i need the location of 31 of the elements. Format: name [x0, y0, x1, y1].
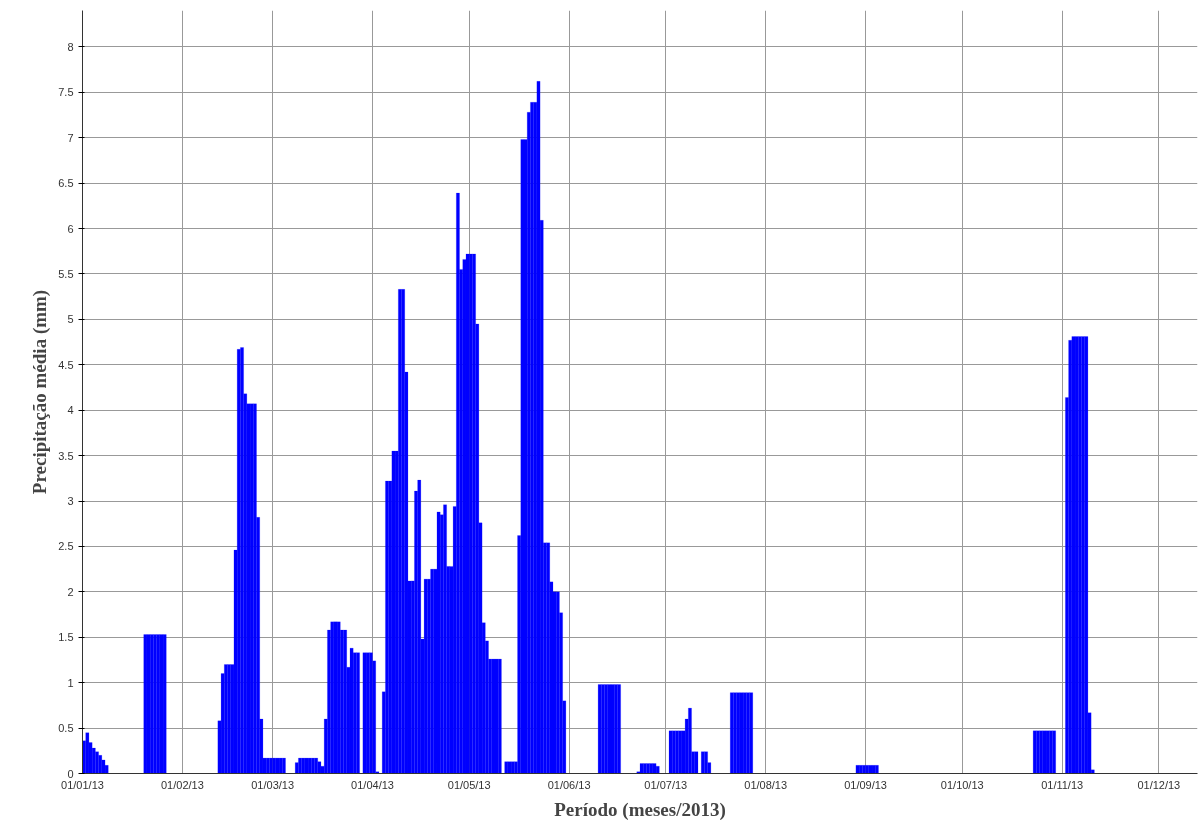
y-tick-label: 3.5	[58, 449, 74, 462]
x-tick-label: 01/07/13	[644, 778, 688, 791]
y-tick-label: 5	[67, 313, 74, 326]
y-tick-label: 4	[67, 404, 74, 417]
x-tick-label: 01/03/13	[251, 778, 295, 791]
y-tick-label: 0.5	[58, 722, 74, 735]
y-tick-label: 8	[67, 40, 74, 53]
y-tick-label: 4.5	[58, 358, 74, 371]
y-tick-label: 7	[67, 131, 74, 144]
x-tick-label: 01/12/13	[1137, 778, 1181, 791]
x-tick-label: 01/11/13	[1041, 778, 1084, 791]
x-tick-label: 01/01/13	[61, 778, 104, 791]
y-tick-label: 7.5	[58, 86, 74, 99]
y-tick-label: 1	[67, 676, 74, 689]
y-tick-label: 5.5	[58, 267, 74, 280]
x-tick-label: 01/06/13	[547, 778, 591, 791]
y-tick-label: 6.5	[58, 177, 74, 190]
x-tick-label: 01/10/13	[940, 778, 984, 791]
x-tick-label: 01/02/13	[160, 778, 204, 791]
y-tick-label: 2	[67, 585, 74, 598]
y-tick-label: 2.5	[58, 540, 74, 553]
y-axis-title: Precipitação média (mm)	[29, 289, 52, 495]
y-tick-label: 3	[67, 495, 74, 507]
x-tick-label: 01/09/13	[844, 778, 887, 791]
x-axis-title: Período (meses/2013)	[554, 798, 726, 821]
x-tick-label: 01/04/13	[351, 778, 394, 791]
y-tick-label: 0	[67, 767, 74, 780]
x-tick-label: 01/08/13	[744, 778, 788, 791]
y-tick-label: 6	[67, 222, 74, 235]
y-tick-label: 1.5	[58, 631, 74, 644]
x-tick-label: 01/05/13	[447, 778, 491, 791]
